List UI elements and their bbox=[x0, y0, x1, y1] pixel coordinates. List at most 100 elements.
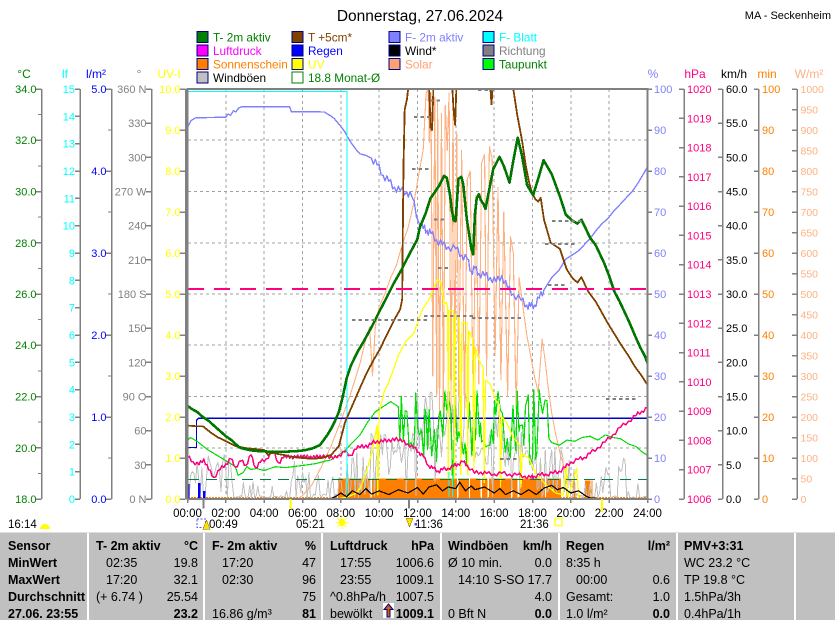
svg-text:12:00: 12:00 bbox=[403, 508, 432, 520]
svg-text:200: 200 bbox=[801, 412, 819, 424]
svg-text:210: 210 bbox=[128, 255, 146, 267]
svg-text:40: 40 bbox=[762, 330, 774, 342]
svg-text:1018: 1018 bbox=[687, 143, 711, 155]
svg-text:1: 1 bbox=[69, 467, 75, 479]
svg-text:Sonnenschein: Sonnenschein bbox=[213, 58, 288, 72]
svg-text:16:00: 16:00 bbox=[480, 508, 509, 520]
svg-text:50.0: 50.0 bbox=[726, 152, 747, 164]
svg-text:2.0: 2.0 bbox=[91, 330, 106, 342]
svg-text:5.0: 5.0 bbox=[726, 460, 741, 472]
svg-text:60: 60 bbox=[134, 426, 146, 438]
svg-text:0: 0 bbox=[762, 494, 768, 506]
svg-text:10.0: 10.0 bbox=[726, 426, 747, 438]
svg-text:min: min bbox=[757, 67, 776, 81]
svg-text:100: 100 bbox=[801, 453, 819, 465]
svg-text:60: 60 bbox=[762, 248, 774, 260]
svg-text:F- 2m aktiv: F- 2m aktiv bbox=[405, 31, 463, 45]
svg-text:30.0: 30.0 bbox=[726, 289, 747, 301]
svg-text:180 S: 180 S bbox=[118, 289, 147, 301]
svg-text:80: 80 bbox=[654, 166, 666, 178]
svg-text:UV-I: UV-I bbox=[157, 67, 180, 81]
svg-text:40.0: 40.0 bbox=[726, 221, 747, 233]
svg-text:11:36: 11:36 bbox=[415, 519, 443, 531]
svg-text:7.0: 7.0 bbox=[165, 207, 180, 219]
svg-text:20.0: 20.0 bbox=[15, 443, 36, 455]
svg-text:240: 240 bbox=[128, 221, 146, 233]
svg-text:10.0: 10.0 bbox=[159, 84, 180, 96]
svg-text:1009: 1009 bbox=[687, 406, 711, 418]
svg-text:00:49: 00:49 bbox=[209, 519, 238, 531]
svg-text:32.0: 32.0 bbox=[15, 135, 36, 147]
svg-text:%: % bbox=[648, 67, 659, 81]
svg-text:1012: 1012 bbox=[687, 318, 711, 330]
svg-text:100: 100 bbox=[762, 84, 780, 96]
svg-text:Regen: Regen bbox=[308, 44, 343, 58]
svg-text:1015: 1015 bbox=[687, 230, 711, 242]
svg-text:22.0: 22.0 bbox=[15, 392, 36, 404]
svg-text:1006: 1006 bbox=[687, 494, 711, 506]
svg-text:Solar: Solar bbox=[405, 58, 433, 72]
svg-text:450: 450 bbox=[801, 310, 819, 322]
svg-text:3.0: 3.0 bbox=[91, 248, 106, 260]
svg-text:0: 0 bbox=[654, 494, 660, 506]
svg-text:25.0: 25.0 bbox=[726, 323, 747, 335]
svg-text:l/m²: l/m² bbox=[86, 67, 106, 81]
svg-text:1.0: 1.0 bbox=[91, 412, 106, 424]
svg-text:70: 70 bbox=[654, 207, 666, 219]
svg-text:UV: UV bbox=[308, 58, 325, 72]
svg-text:10:00: 10:00 bbox=[365, 508, 394, 520]
svg-text:km/h: km/h bbox=[721, 67, 747, 81]
svg-text:20: 20 bbox=[762, 412, 774, 424]
svg-text:45.0: 45.0 bbox=[726, 187, 747, 199]
svg-text:18:00: 18:00 bbox=[518, 508, 547, 520]
svg-text:5.0: 5.0 bbox=[165, 289, 180, 301]
svg-text:30.0: 30.0 bbox=[15, 187, 36, 199]
svg-text:1008: 1008 bbox=[687, 435, 711, 447]
svg-text:Donnerstag, 27.06.2024: Donnerstag, 27.06.2024 bbox=[337, 8, 504, 25]
svg-text:W/m²: W/m² bbox=[795, 67, 824, 81]
svg-text:34.0: 34.0 bbox=[15, 84, 36, 96]
svg-text:02:00: 02:00 bbox=[211, 508, 240, 520]
svg-text:Windböen: Windböen bbox=[213, 71, 266, 85]
svg-text:0.0: 0.0 bbox=[91, 494, 106, 506]
svg-text:90 O: 90 O bbox=[123, 392, 147, 404]
svg-text:4.0: 4.0 bbox=[165, 330, 180, 342]
svg-text:0: 0 bbox=[801, 494, 807, 506]
svg-text:8: 8 bbox=[69, 275, 75, 287]
svg-text:1020: 1020 bbox=[687, 84, 711, 96]
svg-text:1.0: 1.0 bbox=[165, 453, 180, 465]
svg-text:350: 350 bbox=[801, 351, 819, 363]
svg-text:04:00: 04:00 bbox=[250, 508, 279, 520]
svg-text:300: 300 bbox=[128, 152, 146, 164]
svg-text:900: 900 bbox=[801, 125, 819, 137]
svg-text:0 N: 0 N bbox=[129, 494, 146, 506]
svg-text:0: 0 bbox=[69, 494, 75, 506]
svg-text:T +5cm*: T +5cm* bbox=[308, 31, 352, 45]
svg-text:08:00: 08:00 bbox=[326, 508, 355, 520]
svg-text:50: 50 bbox=[801, 474, 813, 486]
svg-text:5.0: 5.0 bbox=[91, 84, 106, 96]
svg-text:300: 300 bbox=[801, 371, 819, 383]
svg-text:05:21: 05:21 bbox=[296, 519, 325, 531]
svg-text:3.0: 3.0 bbox=[165, 371, 180, 383]
svg-text:1019: 1019 bbox=[687, 113, 711, 125]
svg-text:14: 14 bbox=[63, 111, 75, 123]
svg-text:14:00: 14:00 bbox=[441, 508, 470, 520]
svg-text:1011: 1011 bbox=[687, 348, 711, 360]
svg-text:250: 250 bbox=[801, 392, 819, 404]
svg-text:90: 90 bbox=[654, 125, 666, 137]
svg-text:500: 500 bbox=[801, 289, 819, 301]
svg-text:70: 70 bbox=[762, 207, 774, 219]
svg-text:1017: 1017 bbox=[687, 172, 711, 184]
svg-text:0.0: 0.0 bbox=[165, 494, 180, 506]
svg-text:10: 10 bbox=[63, 221, 75, 233]
svg-text:30: 30 bbox=[762, 371, 774, 383]
svg-text:10: 10 bbox=[762, 453, 774, 465]
svg-text:15: 15 bbox=[63, 84, 75, 96]
svg-text:°: ° bbox=[137, 67, 142, 81]
svg-text:700: 700 bbox=[801, 207, 819, 219]
svg-text:330: 330 bbox=[128, 118, 146, 130]
svg-text:15.0: 15.0 bbox=[726, 392, 747, 404]
svg-text:4.0: 4.0 bbox=[91, 166, 106, 178]
svg-text:lf: lf bbox=[62, 67, 69, 81]
